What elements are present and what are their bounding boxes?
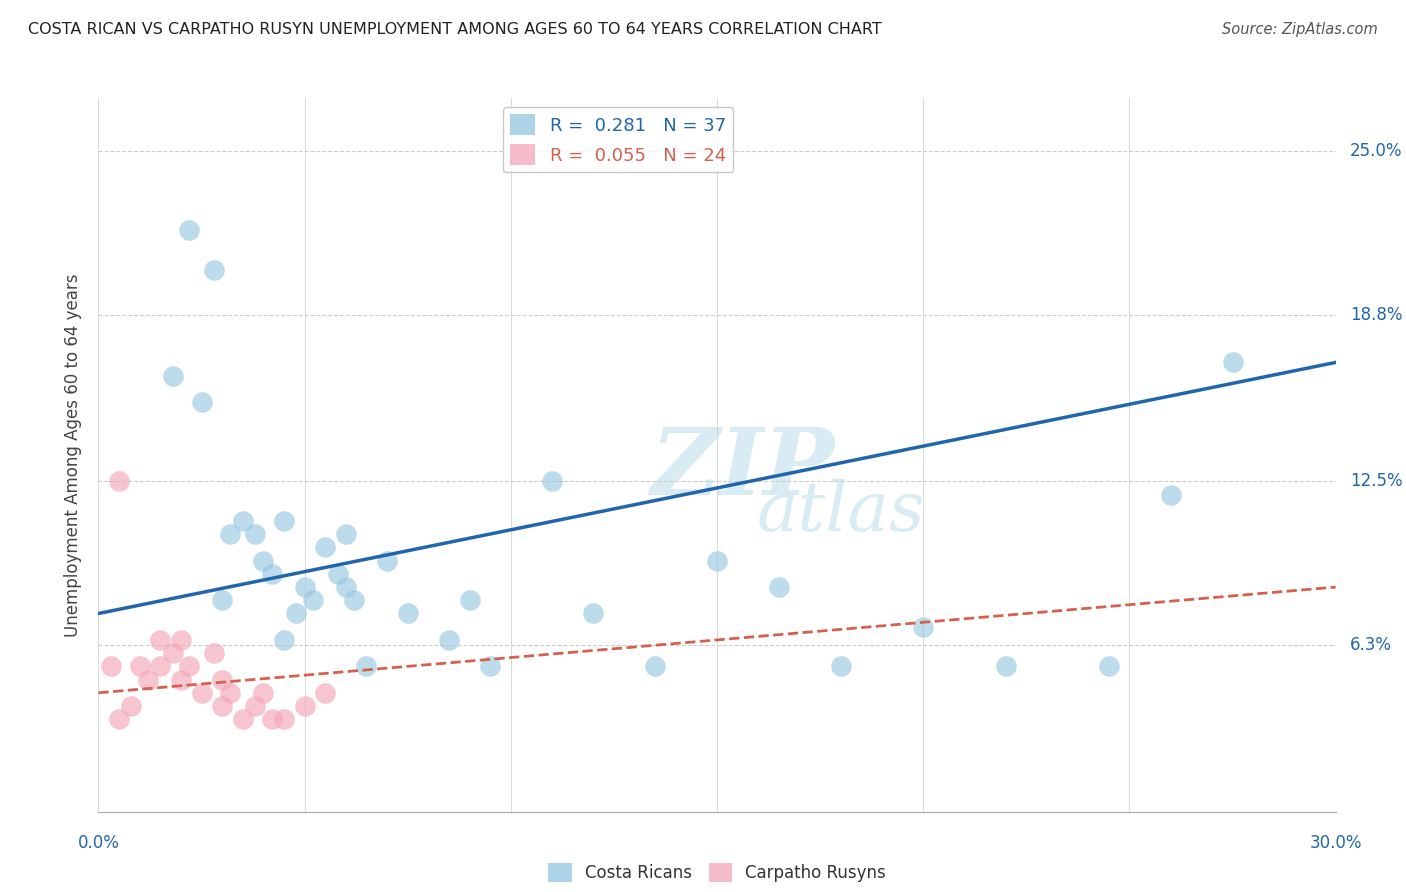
Point bbox=[219, 686, 242, 700]
Point bbox=[170, 673, 193, 687]
Point bbox=[170, 632, 193, 647]
Point bbox=[136, 673, 159, 687]
Text: 12.5%: 12.5% bbox=[1350, 473, 1402, 491]
Text: 18.8%: 18.8% bbox=[1350, 306, 1402, 324]
Point bbox=[582, 607, 605, 621]
Point bbox=[994, 659, 1017, 673]
Point bbox=[706, 554, 728, 568]
Point bbox=[202, 263, 225, 277]
Point bbox=[335, 527, 357, 541]
Point bbox=[260, 566, 283, 581]
Point bbox=[912, 620, 935, 634]
Legend: Costa Ricans, Carpatho Rusyns: Costa Ricans, Carpatho Rusyns bbox=[541, 856, 893, 889]
Point bbox=[541, 475, 564, 489]
Point bbox=[232, 514, 254, 528]
Point bbox=[202, 646, 225, 660]
Point bbox=[314, 541, 336, 555]
Point bbox=[149, 659, 172, 673]
Point bbox=[149, 632, 172, 647]
Point bbox=[243, 698, 266, 713]
Point bbox=[219, 527, 242, 541]
Point bbox=[179, 659, 201, 673]
Text: Source: ZipAtlas.com: Source: ZipAtlas.com bbox=[1222, 22, 1378, 37]
Point bbox=[356, 659, 378, 673]
Point bbox=[375, 554, 398, 568]
Point bbox=[396, 607, 419, 621]
Point bbox=[260, 712, 283, 726]
Text: COSTA RICAN VS CARPATHO RUSYN UNEMPLOYMENT AMONG AGES 60 TO 64 YEARS CORRELATION: COSTA RICAN VS CARPATHO RUSYN UNEMPLOYME… bbox=[28, 22, 882, 37]
Text: atlas: atlas bbox=[756, 479, 925, 545]
Point bbox=[830, 659, 852, 673]
Point bbox=[232, 712, 254, 726]
Point bbox=[211, 673, 233, 687]
Text: 0.0%: 0.0% bbox=[77, 834, 120, 852]
Point bbox=[1222, 355, 1244, 369]
Text: 6.3%: 6.3% bbox=[1350, 636, 1392, 654]
Point bbox=[335, 580, 357, 594]
Point bbox=[243, 527, 266, 541]
Point bbox=[294, 698, 316, 713]
Point bbox=[326, 566, 349, 581]
Point bbox=[479, 659, 502, 673]
Text: ZIP: ZIP bbox=[650, 425, 834, 514]
Text: 25.0%: 25.0% bbox=[1350, 142, 1402, 160]
Point bbox=[302, 593, 325, 607]
Point bbox=[1160, 487, 1182, 501]
Point bbox=[437, 632, 460, 647]
Point bbox=[120, 698, 142, 713]
Point bbox=[273, 712, 295, 726]
Point bbox=[190, 686, 212, 700]
Point bbox=[314, 686, 336, 700]
Text: 30.0%: 30.0% bbox=[1309, 834, 1362, 852]
Point bbox=[211, 698, 233, 713]
Point bbox=[179, 223, 201, 237]
Point bbox=[162, 646, 184, 660]
Point bbox=[458, 593, 481, 607]
Point bbox=[768, 580, 790, 594]
Point bbox=[294, 580, 316, 594]
Point bbox=[1098, 659, 1121, 673]
Point bbox=[252, 686, 274, 700]
Point bbox=[211, 593, 233, 607]
Point bbox=[108, 712, 131, 726]
Point bbox=[343, 593, 366, 607]
Point bbox=[162, 368, 184, 383]
Point bbox=[128, 659, 150, 673]
Point bbox=[108, 475, 131, 489]
Y-axis label: Unemployment Among Ages 60 to 64 years: Unemployment Among Ages 60 to 64 years bbox=[65, 273, 83, 637]
Point bbox=[100, 659, 122, 673]
Point bbox=[252, 554, 274, 568]
Point bbox=[190, 395, 212, 409]
Point bbox=[273, 514, 295, 528]
Point bbox=[285, 607, 308, 621]
Point bbox=[273, 632, 295, 647]
Point bbox=[644, 659, 666, 673]
